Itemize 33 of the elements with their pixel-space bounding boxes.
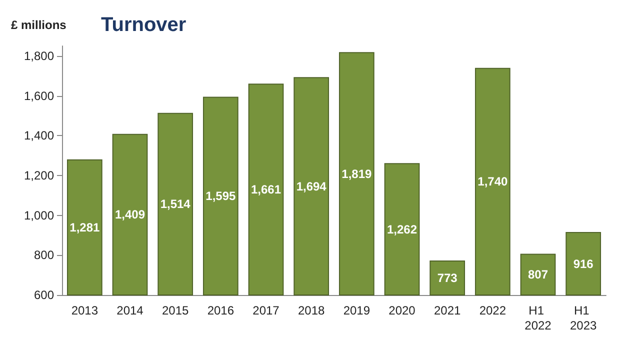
data-label: 1,661 — [250, 182, 282, 197]
y-axis-title: £ millions — [11, 18, 67, 32]
data-label: 1,740 — [478, 174, 508, 189]
data-label: 807 — [528, 268, 548, 282]
x-tick-label: H1 2022 — [524, 304, 552, 332]
y-tick-label: 800 — [34, 248, 54, 262]
data-label: 1,409 — [114, 208, 146, 222]
x-tick-label: 2017 — [252, 304, 280, 318]
x-tick-label: 2016 — [207, 304, 234, 318]
data-label: 1,262 — [386, 222, 418, 236]
data-label: 1,514 — [160, 197, 191, 212]
data-label: 1,694 — [296, 179, 327, 194]
x-tick-label: 2015 — [162, 304, 190, 318]
y-tick-label: 1,600 — [24, 88, 54, 103]
chart-title: Turnover — [101, 14, 186, 36]
y-tick-label: 600 — [34, 288, 54, 302]
data-label: 1,819 — [342, 166, 372, 181]
x-tick-label: 2019 — [343, 304, 370, 318]
y-tick-label: 1,000 — [24, 208, 54, 222]
x-tick-label: 2020 — [388, 304, 416, 318]
y-tick-label: 1,800 — [24, 48, 54, 63]
y-tick-label: 1,200 — [24, 168, 54, 182]
x-tick-label: 2013 — [71, 304, 98, 318]
x-tick-label: 2021 — [434, 304, 462, 318]
x-tick-label: H1 2023 — [570, 304, 598, 332]
y-tick-label: 1,400 — [24, 128, 54, 143]
data-label: 1,595 — [206, 189, 236, 204]
x-tick-label: 2018 — [298, 304, 326, 318]
data-label: 773 — [437, 271, 458, 286]
data-label: 1,281 — [70, 220, 100, 234]
x-tick-label: 2014 — [116, 304, 144, 318]
x-tick-label: 2022 — [479, 304, 506, 318]
data-label: 916 — [573, 256, 594, 271]
